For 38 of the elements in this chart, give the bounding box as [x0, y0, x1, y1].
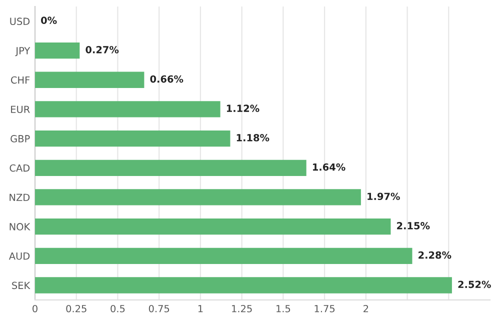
bar — [35, 101, 220, 118]
x-tick-label: 0.5 — [110, 304, 125, 312]
data-label: 2.28% — [418, 251, 452, 259]
bar — [35, 72, 144, 88]
y-tick-label: NOK — [10, 223, 30, 230]
bar — [35, 277, 452, 294]
bar — [35, 218, 391, 235]
data-label: 2.52% — [458, 280, 491, 288]
x-tick-label: 0.75 — [148, 304, 170, 312]
x-tick-label: 1.25 — [232, 304, 252, 312]
data-label: 0.66% — [150, 75, 184, 83]
data-label: 1.18% — [236, 134, 270, 142]
bar — [35, 248, 412, 264]
data-label: 0% — [41, 16, 57, 24]
y-tick-label: USD — [10, 18, 30, 26]
x-tick-label: 2 — [364, 304, 368, 312]
y-tick-label: CAD — [10, 164, 30, 172]
bar — [35, 160, 306, 176]
bar — [35, 42, 80, 59]
x-tick-label: 1 — [198, 305, 203, 312]
y-tick-label: GBP — [10, 135, 30, 142]
y-tick-label: NZD — [10, 194, 30, 201]
bar — [35, 130, 230, 147]
data-label: 2.15% — [397, 222, 430, 230]
data-label: 0.27% — [86, 46, 119, 54]
data-label: 1.97% — [368, 192, 400, 200]
data-label: 1.64% — [313, 163, 346, 171]
data-label: 1.12% — [226, 104, 260, 112]
x-tick-label: 0.25 — [66, 304, 86, 312]
x-tick-label: 1.5 — [276, 305, 290, 312]
y-tick-label: CHF — [10, 76, 30, 84]
bar — [35, 189, 361, 206]
x-tick-label: 0 — [32, 304, 38, 312]
y-tick-label: SEK — [12, 282, 30, 290]
x-tick-label: 1.75 — [314, 305, 335, 312]
y-tick-label: EUR — [11, 106, 30, 114]
y-tick-label: AUD — [8, 252, 30, 260]
y-tick-label: JPY — [15, 47, 30, 56]
